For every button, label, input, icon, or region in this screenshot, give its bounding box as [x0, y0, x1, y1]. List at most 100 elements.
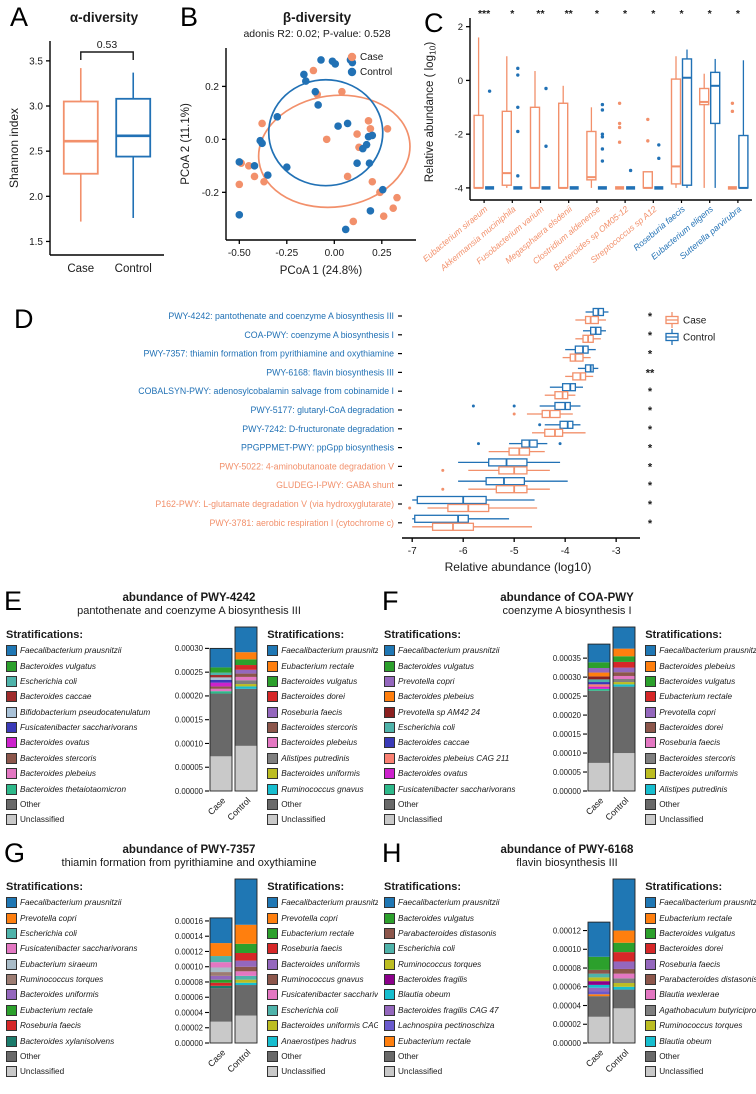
- legend-label: Lachnospira pectinoschiza: [398, 1021, 495, 1031]
- panel-letter-g: G: [4, 838, 26, 868]
- legend-color-chip: [267, 814, 279, 826]
- svg-text:0.2: 0.2: [205, 82, 219, 93]
- legend-color-chip: [6, 645, 17, 657]
- svg-text:Control: Control: [604, 1047, 631, 1074]
- pwy-7357-control-legend: Stratifications: Faecalibacterium prausn…: [265, 871, 378, 1082]
- legend-item: Bacteroides vulgatus: [645, 927, 756, 939]
- stratifications-header: Stratifications:: [267, 881, 345, 894]
- legend-item: Unclassified: [645, 1066, 756, 1078]
- legend-label: Roseburia faecis: [281, 707, 343, 717]
- legend-label: Ruminococcus torques: [398, 959, 482, 969]
- pwy-6168-stacked-bar-chart: 0.00000 0.00002 0.00004 0.00006 0.00008 0.000…: [553, 878, 636, 1075]
- beta-diversity-title: β-diversity: [282, 10, 352, 25]
- legend-item: Other: [267, 1051, 378, 1063]
- legend-color-chip: [267, 897, 279, 909]
- legend-item: Eubacterium rectale: [6, 1004, 164, 1016]
- svg-text:Case: Case: [67, 263, 94, 275]
- legend-item: Eubacterium rectale: [267, 927, 378, 939]
- legend-color-chip: [645, 799, 657, 811]
- pwy-7357-title: abundance of PWY-7357 thiamin formation …: [0, 843, 378, 871]
- legend-item: Ruminococcus torques: [384, 958, 542, 970]
- svg-text:PCoA 1 (24.8%): PCoA 1 (24.8%): [280, 265, 363, 277]
- legend-color-chip: [6, 706, 17, 718]
- svg-text:0.00005: 0.00005: [175, 763, 204, 772]
- legend-label: Fusicatenibacter saccharivorans: [20, 944, 138, 954]
- legend-item: Blautia obeum: [645, 1035, 756, 1047]
- legend-label: Bacteroides ovatus: [398, 769, 468, 779]
- svg-text:0.00000: 0.00000: [175, 787, 204, 796]
- legend-item: Unclassified: [6, 1066, 164, 1078]
- legend-color-chip: [384, 706, 395, 718]
- svg-text:*: *: [595, 8, 600, 20]
- legend-item: Roseburia faecis: [645, 958, 756, 970]
- panel-pwy-7357: G abundance of PWY-7357 thiamin formatio…: [0, 840, 378, 1094]
- legend-color-chip: [6, 660, 17, 672]
- legend-color-chip: [645, 783, 657, 795]
- svg-text:0.00000: 0.00000: [553, 787, 582, 796]
- legend-label: Escherichia coli: [20, 676, 77, 686]
- legend-item: Bacteroides uniformis: [267, 958, 378, 970]
- legend-item: Unclassified: [267, 814, 378, 826]
- svg-text:*: *: [648, 386, 653, 398]
- legend-color-chip: [267, 1066, 279, 1078]
- svg-text:Case: Case: [584, 795, 606, 817]
- legend-color-chip: [645, 706, 657, 718]
- svg-text:**: **: [565, 8, 574, 20]
- svg-text:*: *: [623, 8, 628, 20]
- panel-letter-e: E: [4, 586, 23, 616]
- legend-color-chip: [267, 799, 279, 811]
- svg-text:*: *: [648, 311, 653, 323]
- legend-color-chip: [267, 722, 279, 734]
- legend-color-chip: [384, 752, 395, 764]
- svg-text:Control: Control: [226, 795, 253, 822]
- legend-color-chip: [645, 1051, 657, 1063]
- legend-color-chip: [384, 974, 395, 986]
- legend-color-chip: [384, 783, 395, 795]
- legend-item: Anaerostipes hadrus: [267, 1035, 378, 1047]
- legend-item: Faecalibacterium prausnitzii: [267, 897, 378, 909]
- legend-color-chip: [6, 675, 17, 687]
- svg-text:*: *: [648, 499, 653, 511]
- legend-item: Fusicatenibacter saccharivorans: [6, 943, 164, 955]
- legend-label: Bacteroides stercoris: [20, 753, 97, 763]
- svg-text:0.00004: 0.00004: [553, 1001, 582, 1010]
- panel-letter-a: A: [10, 2, 29, 32]
- legend-color-chip: [6, 752, 17, 764]
- legend-color-chip: [384, 722, 395, 734]
- legend-item: Faecalibacterium prausnitzii: [384, 645, 542, 657]
- legend-color-chip: [645, 660, 657, 672]
- legend-color-chip: [6, 691, 17, 703]
- legend-item: Bacteroides plebeius: [645, 660, 756, 672]
- legend-color-chip: [6, 1051, 17, 1063]
- legend-item: Escherichia coli: [267, 1004, 378, 1016]
- legend-color-chip: [384, 675, 395, 687]
- legend-color-chip: [645, 814, 657, 826]
- panel-letter-c: C: [424, 8, 444, 38]
- legend-item: Other: [384, 799, 542, 811]
- legend-item: Alistipes putredinis: [645, 783, 756, 795]
- legend-item: Alistipes putredinis: [267, 752, 378, 764]
- legend-label: Escherichia coli: [20, 928, 77, 938]
- svg-text:*: *: [651, 8, 656, 20]
- svg-text:Control: Control: [226, 1047, 253, 1074]
- svg-text:Case: Case: [360, 52, 384, 63]
- legend-color-chip: [384, 1035, 395, 1047]
- legend-label: Bacteroides fragilis: [398, 975, 468, 985]
- legend-color-chip: [6, 974, 17, 986]
- svg-text:0.00005: 0.00005: [553, 768, 582, 777]
- svg-text:3.0: 3.0: [29, 102, 43, 113]
- legend-color-chip: [645, 912, 657, 924]
- svg-text:Case: Case: [683, 316, 707, 327]
- legend-color-chip: [645, 645, 657, 657]
- svg-text:0.00012: 0.00012: [175, 947, 203, 956]
- svg-text:**: **: [646, 367, 655, 379]
- legend-color-chip: [6, 768, 17, 780]
- svg-text:0.53: 0.53: [97, 39, 118, 51]
- legend-color-chip: [384, 1066, 395, 1078]
- legend-item: Prevotella copri: [645, 706, 756, 718]
- legend-item: Other: [645, 1051, 756, 1063]
- svg-text:Relative abundance ( log10): Relative abundance ( log10): [424, 42, 438, 183]
- stratifications-header: Stratifications:: [6, 629, 84, 642]
- legend-label: Bacteroides plebeius: [20, 769, 97, 779]
- svg-text:0.00002: 0.00002: [553, 1020, 581, 1029]
